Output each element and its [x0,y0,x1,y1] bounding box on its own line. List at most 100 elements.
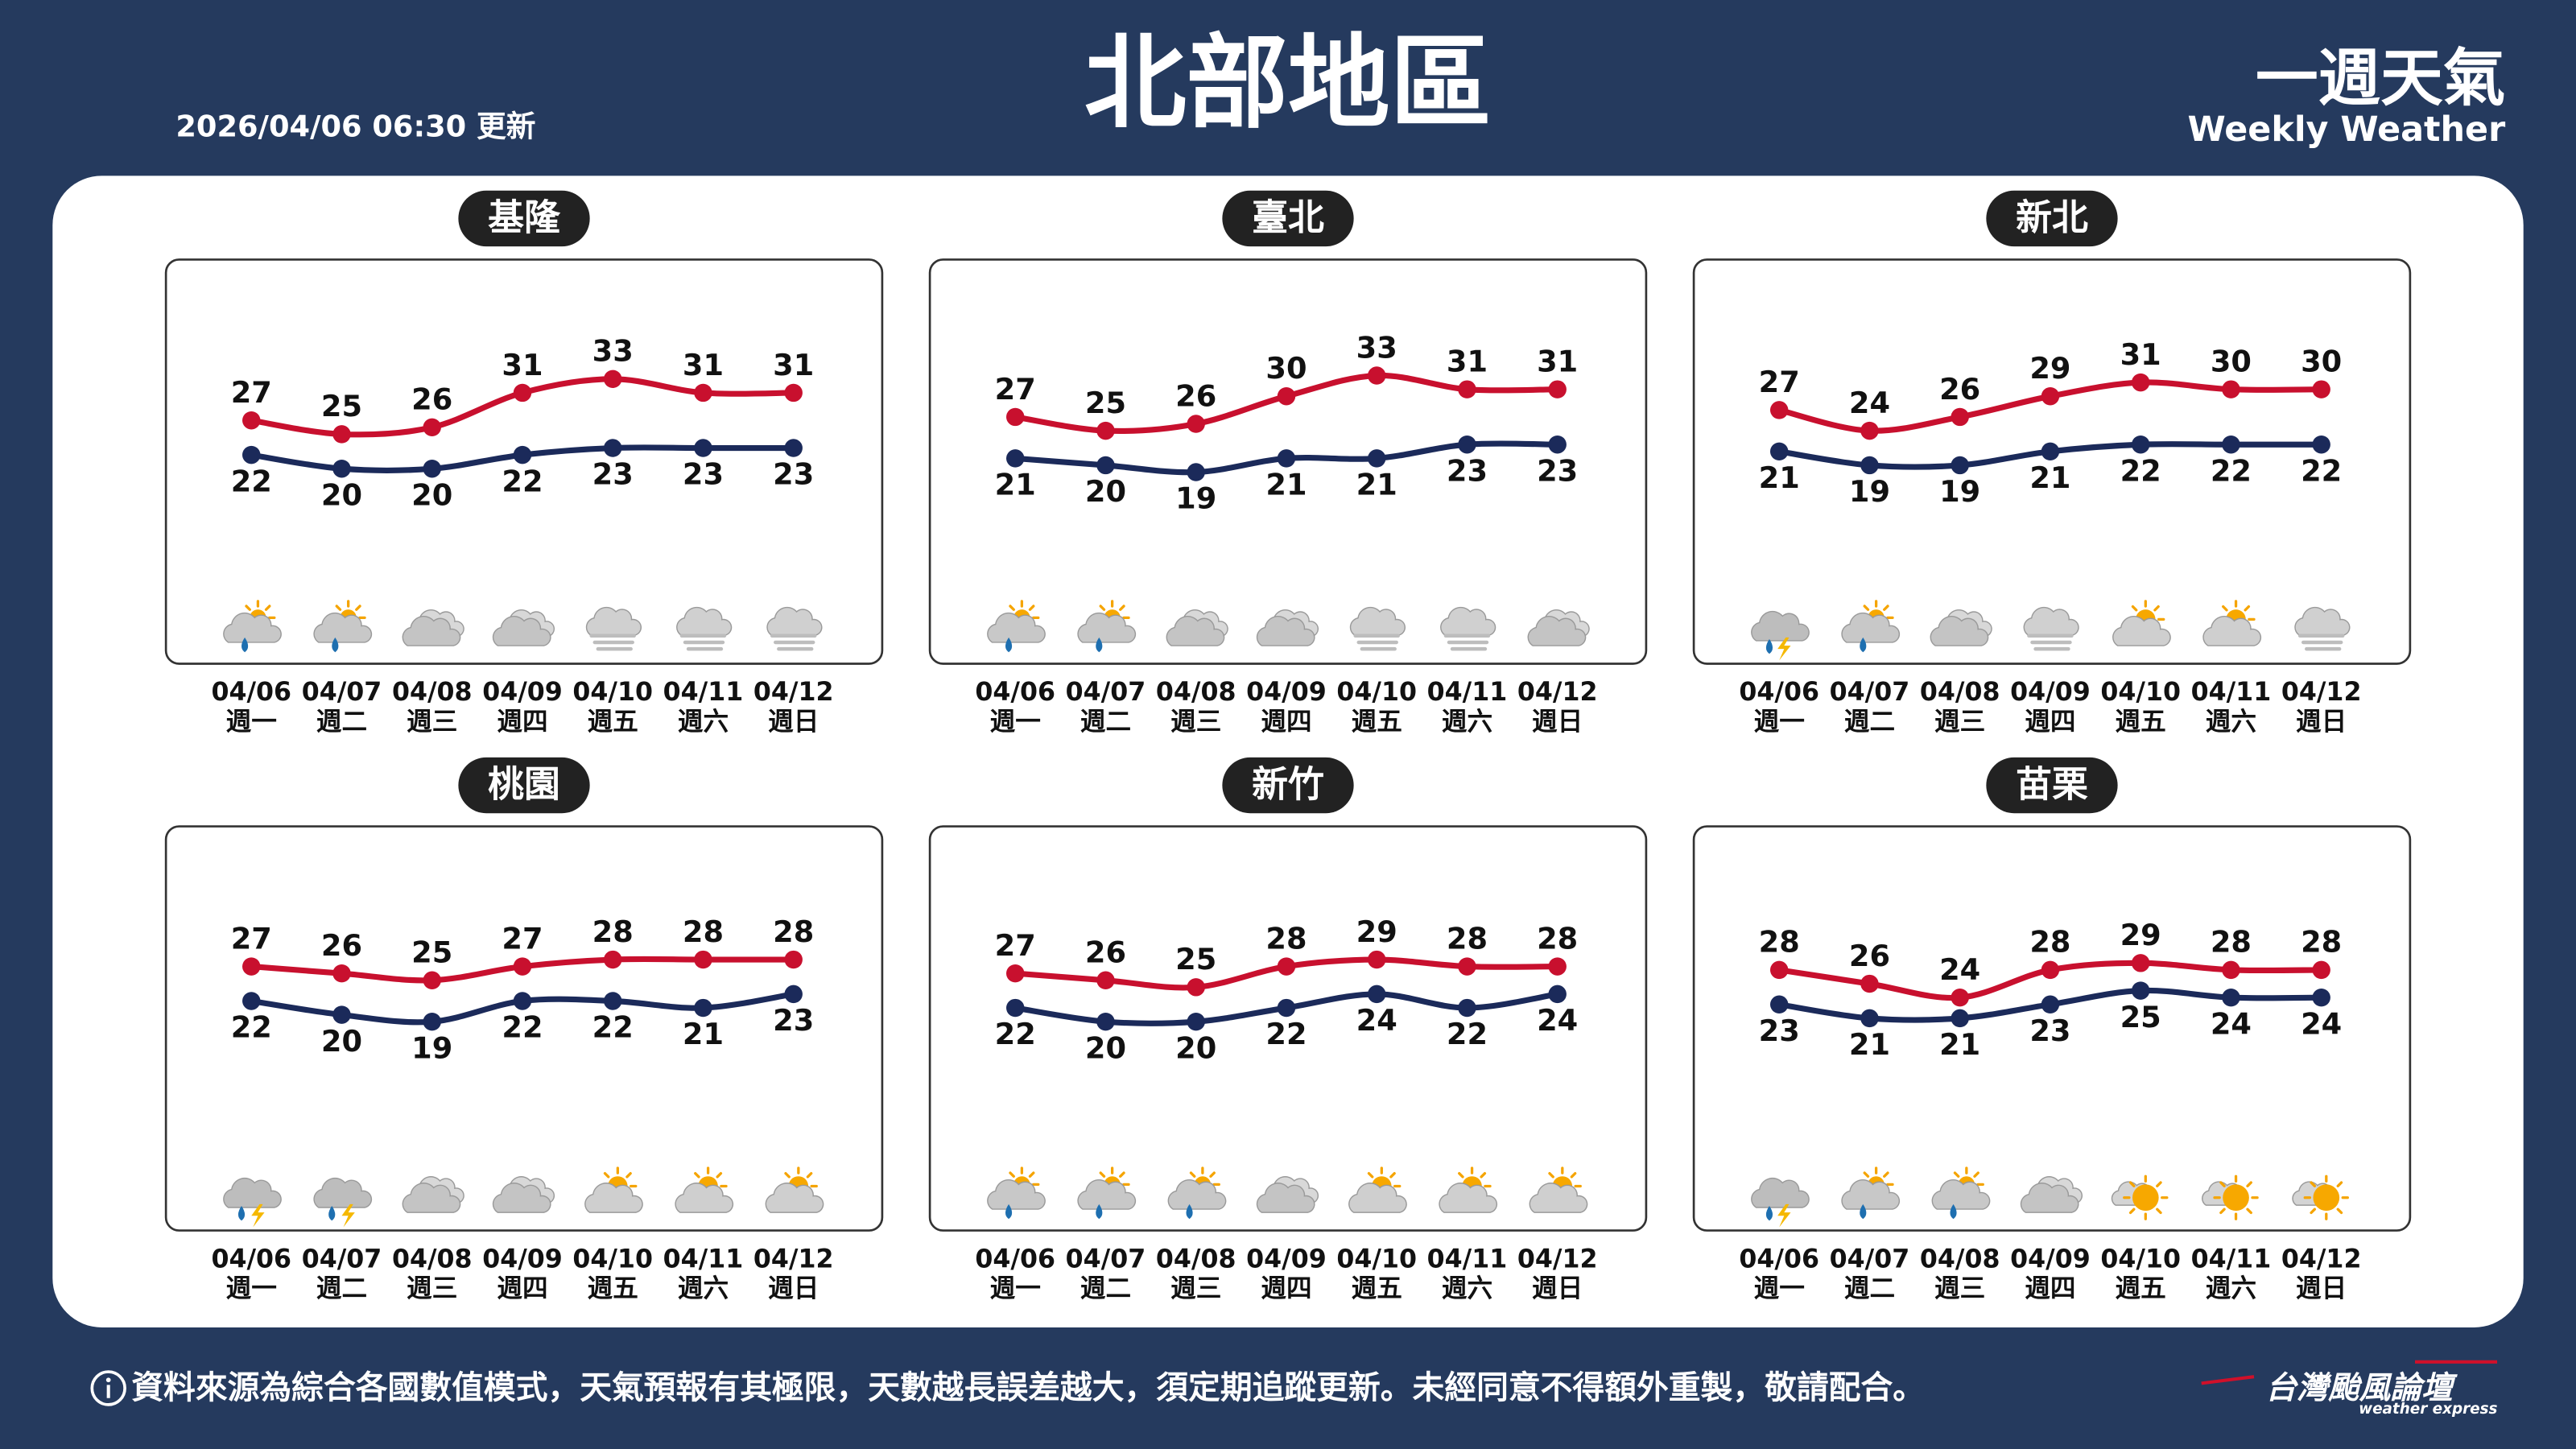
date-label: 04/10 [1336,1245,1417,1274]
raindrop [1186,1203,1193,1220]
temperature-point [1096,1012,1115,1031]
panel-frame [1692,258,2412,665]
temperature-label: 22 [231,1010,272,1045]
weekday-label: 週五 [1352,1274,1402,1303]
temperature-point [1006,407,1025,427]
weekday-label: 週四 [1261,708,1311,737]
temperature-point [1548,380,1567,398]
temperature-label: 20 [411,477,452,512]
temperature-label: 26 [411,382,452,417]
temperature-point [1006,998,1025,1018]
temperature-label: 33 [592,334,634,369]
sun-ray [1953,1171,1960,1178]
temperature-label: 25 [1085,386,1126,420]
date-label: 04/11 [2191,678,2272,707]
cloud [492,1183,551,1213]
temperature-label: 28 [2211,925,2252,960]
raindrop [1860,637,1867,653]
lightning [251,1203,265,1228]
cloud [675,1183,734,1213]
temperature-label: 27 [995,372,1036,407]
date-label: 04/08 [392,1245,473,1274]
date-label: 04/07 [302,678,382,707]
sun-ray [1367,1171,1374,1179]
temperature-point [242,411,261,430]
temperature-point [423,1012,441,1031]
temperature-point [1096,971,1115,989]
cloud [1077,612,1137,643]
temperature-point [2131,954,2150,972]
sun-ray [335,605,342,611]
temperature-label: 19 [411,1030,452,1065]
city-name: 基隆 [488,196,561,238]
temperature-label: 23 [773,1003,814,1038]
temperature-point [784,950,803,969]
temperature-label: 20 [321,1024,362,1059]
city-pill [1222,190,1354,247]
date-label: 04/12 [2281,1245,2362,1274]
temperature-point [332,425,351,444]
date-label: 04/08 [392,678,473,707]
temperature-point [1860,1009,1879,1028]
temperature-label: 24 [1537,1003,1578,1038]
temperature-label: 21 [683,1017,724,1051]
sun-ray [2156,1208,2162,1215]
cloud [402,1183,461,1213]
sun-ray [1570,1171,1577,1179]
date-label: 04/11 [663,1245,744,1274]
temperature-point [1187,415,1205,433]
weekday-label: 週日 [768,1274,819,1303]
weekday-label: 週四 [1261,1274,1311,1303]
cloud [987,1179,1046,1210]
temperature-point [1187,463,1205,481]
weekday-label: 週三 [1170,708,1221,737]
temperature-label: 27 [1759,365,1800,399]
temperature-label: 22 [1265,1017,1307,1051]
temperature-label: 28 [773,914,814,949]
temperature-label: 19 [1175,481,1216,516]
cloud [223,612,282,643]
temperature-label: 30 [2301,345,2342,379]
temperature-label: 21 [2029,460,2070,495]
raindrop [1765,1205,1773,1221]
temperature-label: 22 [502,1010,543,1045]
cloud [1349,606,1406,636]
weekday-label: 週二 [1080,708,1131,737]
date-label: 04/12 [753,678,834,707]
temperature-label: 30 [2211,345,2252,379]
logo-en: weather express [2359,1401,2497,1418]
weekday-label: 週三 [1934,708,1985,737]
weekday-label: 週二 [1844,1274,1895,1303]
weekday-label: 週四 [2025,708,2075,737]
temperature-label: 22 [231,464,272,498]
temperature-point [2131,436,2150,454]
temperature-point [513,957,532,976]
update-time: 2026/04/06 06:30 更新 [175,109,535,144]
temperature-point [784,985,803,1004]
temperature-label: 31 [1537,345,1578,379]
temperature-point [1860,974,1879,993]
lightning [1777,1203,1791,1228]
weekday-label: 週一 [1754,708,1805,737]
temperature-point [2312,988,2330,1007]
weekday-label: 週六 [678,1274,729,1303]
sun-ray [1480,1171,1487,1179]
temperature-label: 28 [1447,921,1488,956]
temperature-label: 27 [995,928,1036,963]
sun-ray [2310,1208,2316,1215]
temperature-label: 23 [2029,1013,2070,1048]
temperature-label: 21 [995,468,1036,502]
temperature-label: 22 [2120,453,2161,488]
temperature-point [513,992,532,1010]
date-label: 04/08 [1920,1245,2000,1274]
sun-ray [2246,1181,2252,1187]
raindrop [332,637,339,653]
city-pill [1986,757,2118,814]
temperature-point [1951,1009,1969,1028]
sun-ray [784,1171,791,1179]
temperature-point [2041,442,2060,461]
weekday-label: 週三 [1170,1274,1221,1303]
date-label: 04/12 [1517,1245,1598,1274]
city-pill [1222,757,1354,814]
temperature-label: 23 [1759,1013,1800,1048]
